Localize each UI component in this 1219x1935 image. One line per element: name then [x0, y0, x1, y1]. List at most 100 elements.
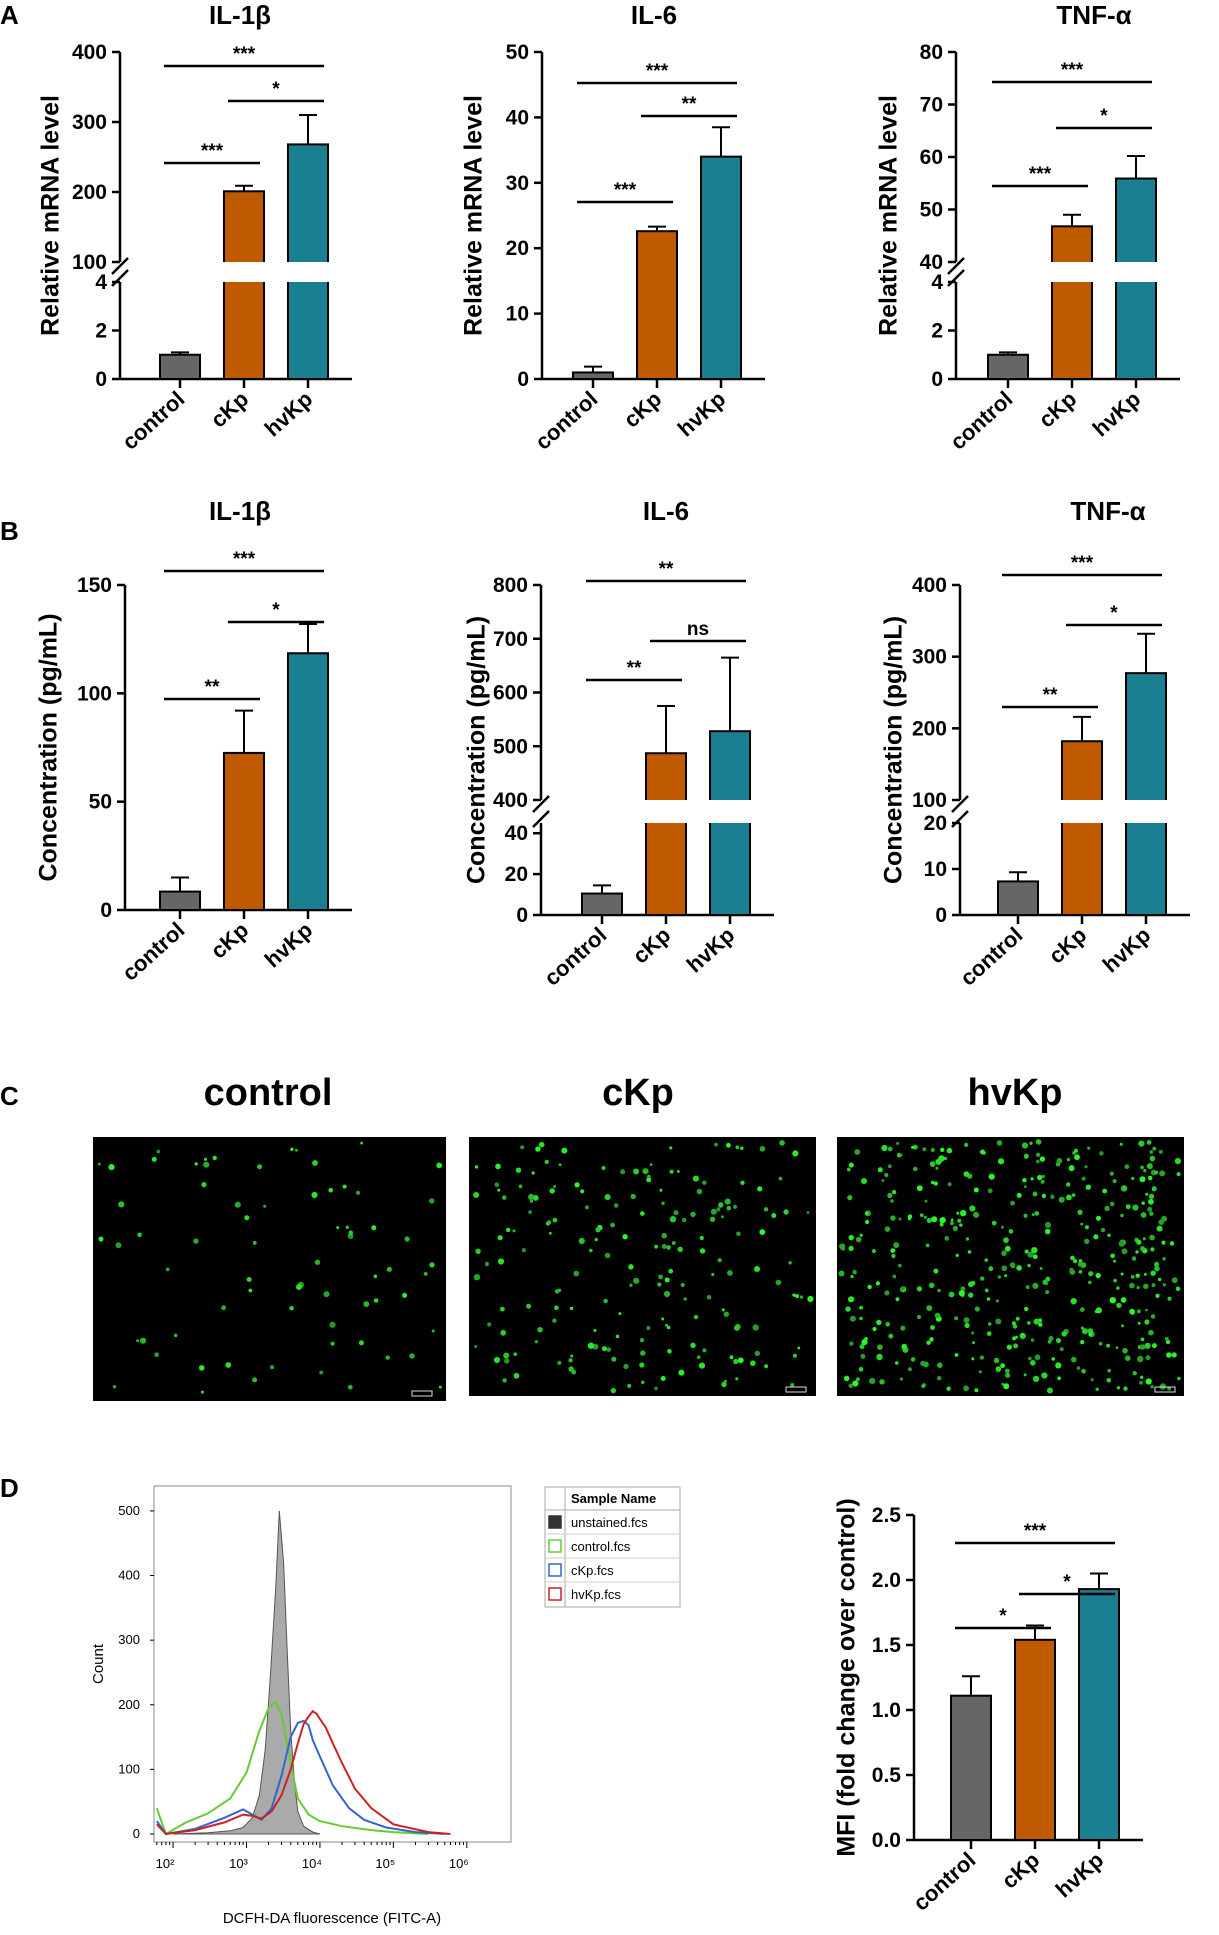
cell-dot [869, 1377, 876, 1385]
cell-dot [1122, 1347, 1128, 1354]
cell-dot [1150, 1247, 1155, 1252]
cell-dot [666, 1245, 671, 1250]
cell-dot [355, 1190, 361, 1195]
cell-dot [473, 1192, 480, 1198]
cell-dot [775, 1279, 782, 1286]
cell-dot [630, 1193, 636, 1200]
cell-dot [1095, 1272, 1101, 1279]
significance-label: *** [233, 44, 256, 65]
cell-dot [960, 1209, 967, 1217]
y-tick-label: 20 [505, 863, 528, 886]
cell-dot [552, 1217, 558, 1223]
y-axis-label: MFI (fold change over control) [833, 1498, 861, 1856]
cell-dot [895, 1361, 899, 1365]
cell-dot [108, 1164, 115, 1171]
cell-dot [1032, 1282, 1039, 1289]
y-tick-label: 700 [493, 628, 528, 651]
cell-dot [967, 1250, 972, 1254]
cell-dot [194, 1162, 198, 1166]
cell-dot [1031, 1247, 1038, 1254]
cell-dot [960, 1286, 966, 1292]
cell-dot [849, 1341, 854, 1346]
cell-dot [1143, 1272, 1147, 1276]
cell-dot [1082, 1328, 1088, 1335]
cell-dot [1104, 1205, 1110, 1212]
cell-dot [314, 1259, 321, 1266]
cell-dot [348, 1230, 353, 1235]
cell-dot [984, 1288, 989, 1293]
cell-dot [640, 1350, 646, 1356]
cell-dot [916, 1286, 923, 1292]
cell-dot [1022, 1178, 1027, 1183]
micrograph-hvkp [837, 1137, 1184, 1396]
y-tick-label: 40 [506, 106, 529, 129]
cell-dot [1112, 1179, 1117, 1184]
cell-dot [1155, 1293, 1160, 1299]
cell-dot [646, 1326, 651, 1330]
cell-dot [252, 1377, 258, 1383]
cell-dot [671, 1241, 676, 1245]
y-tick-label: 60 [920, 146, 943, 169]
cell-dot [988, 1173, 995, 1180]
cell-dot [1148, 1329, 1154, 1336]
cell-dot [1034, 1354, 1041, 1361]
cell-dot [754, 1266, 760, 1272]
cell-dot [639, 1338, 645, 1343]
cell-dot [248, 1288, 253, 1293]
cell-dot [474, 1165, 479, 1169]
y-tick-label: 400 [912, 574, 947, 597]
cell-dot [546, 1220, 552, 1225]
bar-ckp [1014, 1638, 1056, 1842]
cell-dot [964, 1322, 970, 1329]
cell-dot [871, 1249, 877, 1254]
y-tick-label: 100 [72, 251, 107, 274]
cell-dot [984, 1258, 988, 1262]
axis-break-mark [111, 257, 129, 275]
chart-title: IL-6 [631, 0, 677, 30]
cell-dot [937, 1362, 943, 1368]
cell-dot [1145, 1192, 1149, 1196]
cell-dot [529, 1199, 534, 1203]
cell-dot [669, 1146, 673, 1150]
cell-dot [1000, 1363, 1005, 1369]
bar-break-gap [643, 800, 689, 823]
cell-dot [1125, 1204, 1131, 1210]
bar-hvkp [709, 730, 751, 917]
cell-dot [506, 1227, 511, 1233]
cell-dot [888, 1333, 894, 1339]
chart-title: IL-1β [209, 496, 271, 526]
cell-dot [1074, 1154, 1080, 1161]
cell-dot [649, 1163, 653, 1166]
cell-dot [729, 1355, 734, 1360]
cell-dot [1165, 1339, 1171, 1345]
bar-control [572, 371, 614, 380]
cell-dot [893, 1242, 900, 1249]
cell-dot [570, 1354, 574, 1358]
cell-dot [1023, 1213, 1028, 1218]
cell-dot [795, 1294, 800, 1299]
cell-dot [965, 1237, 970, 1241]
cell-dot [1005, 1372, 1011, 1378]
cell-dot [917, 1315, 921, 1319]
cell-dot [1004, 1245, 1011, 1252]
x-tick-label: control [945, 386, 1017, 454]
cell-dot [604, 1252, 611, 1259]
cell-dot [969, 1205, 976, 1212]
panel-letter-a: A [0, 0, 19, 30]
cell-dot [771, 1213, 777, 1219]
scale-bar [785, 1386, 807, 1393]
x-tick-label: cKp [997, 1847, 1045, 1893]
cell-dot [1120, 1213, 1124, 1218]
legend-label-unstained-fcs: unstained.fcs [571, 1515, 648, 1530]
cell-dot [947, 1182, 952, 1187]
cell-dot [610, 1387, 616, 1394]
cell-dot [544, 1159, 549, 1165]
cell-dot [926, 1340, 931, 1345]
cell-dot [1003, 1237, 1009, 1243]
cell-dot [1066, 1182, 1071, 1187]
cell-dot [1079, 1307, 1085, 1312]
legend-swatch-control-fcs [548, 1539, 562, 1553]
cell-dot [423, 1272, 428, 1276]
cell-dot [336, 1226, 340, 1230]
y-tick-label: 40 [920, 251, 943, 274]
